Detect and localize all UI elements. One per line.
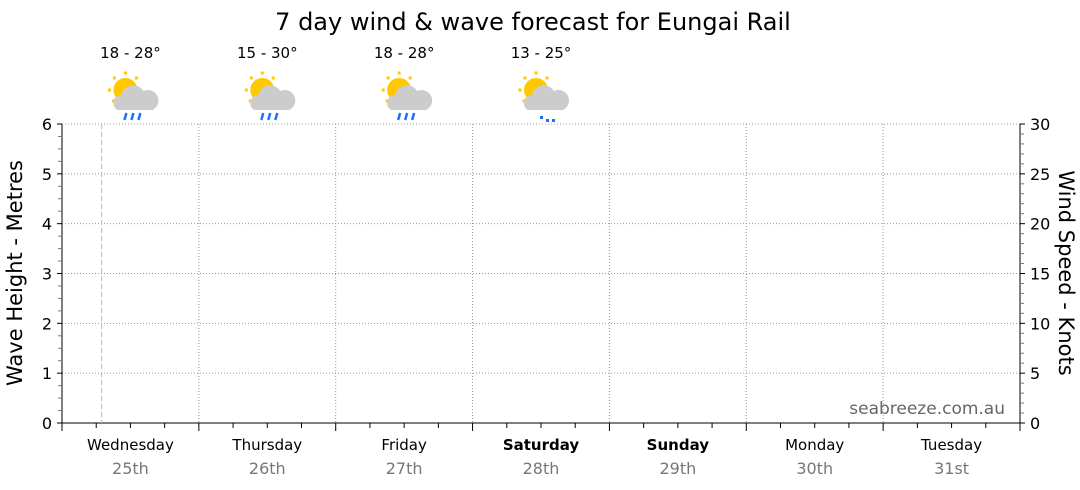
y-tick-label-right: 0: [1030, 414, 1040, 433]
x-day-label: Monday: [785, 436, 844, 454]
x-date-label: 25th: [112, 459, 149, 478]
forecast-temp: 13 - 25°: [511, 44, 572, 62]
x-date-label: 30th: [796, 459, 833, 478]
sun-cloud-rain-icon: [107, 71, 159, 121]
y-tick-label-right: 5: [1030, 364, 1040, 383]
y-tick-label-left: 2: [42, 314, 52, 333]
y-tick-label-left: 6: [42, 115, 52, 134]
y-axis-label-right: Wind Speed - Knots: [1054, 170, 1078, 375]
y-tick-label-right: 25: [1030, 165, 1050, 184]
y-tick-label-right: 10: [1030, 314, 1050, 333]
x-date-label: 28th: [523, 459, 560, 478]
y-tick-label-left: 3: [42, 265, 52, 284]
y-tick-label-right: 20: [1030, 215, 1050, 234]
x-day-label: Wednesday: [87, 436, 174, 454]
y-tick-label-left: 5: [42, 165, 52, 184]
y-axis-label-left: Wave Height - Metres: [3, 160, 27, 386]
x-day-label: Friday: [381, 436, 427, 454]
x-day-label: Tuesday: [920, 436, 982, 454]
y-tick-label-right: 30: [1030, 115, 1050, 134]
x-day-label: Saturday: [503, 436, 580, 454]
y-tick-label-left: 0: [42, 414, 52, 433]
x-date-label: 26th: [249, 459, 286, 478]
x-date-label: 29th: [659, 459, 696, 478]
x-date-label: 31st: [934, 459, 969, 478]
x-day-label: Sunday: [647, 436, 710, 454]
y-tick-label-left: 1: [42, 364, 52, 383]
y-tick-label-right: 15: [1030, 265, 1050, 284]
sun-cloud-rain-icon: [244, 71, 296, 121]
forecast-temp: 18 - 28°: [374, 44, 435, 62]
y-tick-label-left: 4: [42, 215, 52, 234]
forecast-temp: 15 - 30°: [237, 44, 298, 62]
x-date-label: 27th: [386, 459, 423, 478]
x-day-label: Thursday: [231, 436, 302, 454]
sun-cloud-drizzle-icon: [518, 71, 570, 122]
watermark: seabreeze.com.au: [849, 399, 1005, 419]
chart-title: 7 day wind & wave forecast for Eungai Ra…: [275, 8, 791, 36]
forecast-temp: 18 - 28°: [100, 44, 161, 62]
sun-cloud-rain-icon: [381, 71, 433, 121]
